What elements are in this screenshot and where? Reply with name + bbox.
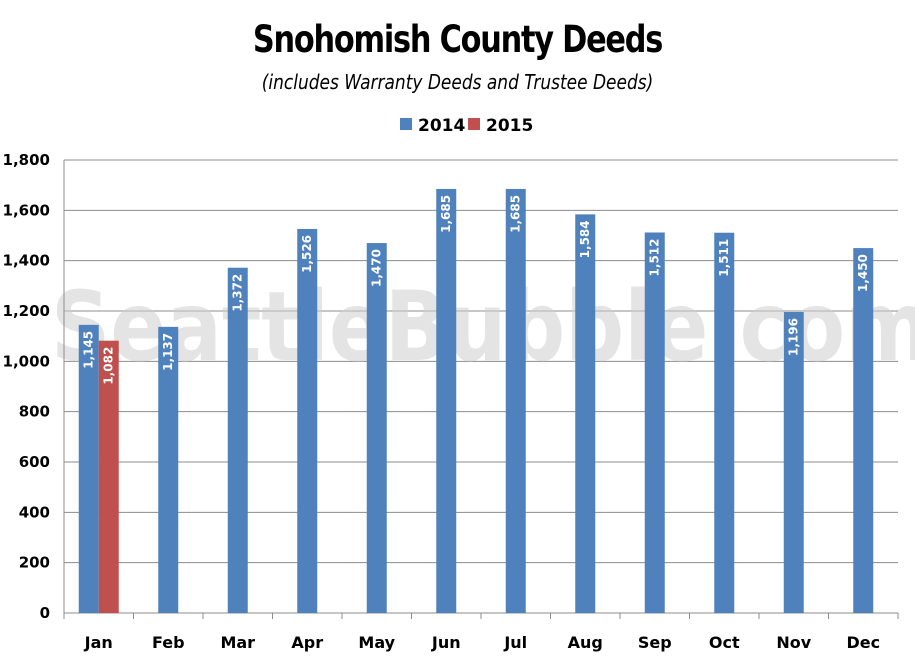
- data-label: 1,685: [509, 195, 523, 233]
- y-tick-label: 1,200: [3, 302, 50, 320]
- y-tick-label: 600: [19, 453, 50, 471]
- bar-2014-jun: [436, 188, 457, 614]
- bar-2014-nov: [783, 312, 804, 613]
- x-tick-label: May: [358, 633, 395, 652]
- bar-2014-oct: [714, 232, 735, 613]
- bar-2014-apr: [297, 228, 318, 613]
- bar-2014-jan: [78, 324, 99, 613]
- x-tick-label: Jan: [84, 633, 113, 652]
- data-label: 1,372: [231, 274, 245, 312]
- chart-subtitle: (includes Warranty Deeds and Trustee Dee…: [261, 70, 654, 94]
- bar-2015-jan: [98, 340, 119, 613]
- data-label: 1,584: [578, 220, 592, 258]
- legend-label-2014: 2014: [418, 116, 465, 136]
- y-tick-label: 400: [19, 503, 50, 521]
- watermark-text: SeattleBubble.com: [51, 271, 915, 383]
- data-label: 1,082: [102, 347, 116, 385]
- y-tick-label: 1,600: [3, 201, 50, 219]
- x-tick-label: Aug: [568, 633, 603, 652]
- x-tick-label: Sep: [638, 633, 672, 652]
- data-label: 1,137: [161, 333, 175, 371]
- legend-swatch-2014: [400, 118, 412, 130]
- x-tick-label: Nov: [776, 633, 811, 652]
- x-tick-label: Jul: [503, 633, 527, 652]
- x-tick-label: Jun: [431, 633, 461, 652]
- x-tick-label: Oct: [709, 633, 740, 652]
- chart-title: Snohomish County Deeds: [252, 18, 663, 61]
- bar-2014-feb: [158, 326, 179, 613]
- data-label: 1,450: [856, 254, 870, 292]
- data-label: 1,196: [787, 318, 801, 356]
- legend-label-2015: 2015: [486, 116, 533, 136]
- y-tick-label: 200: [19, 554, 50, 572]
- data-label: 1,526: [300, 235, 314, 273]
- bar-2014-aug: [575, 214, 596, 614]
- y-tick-label: 1,800: [3, 151, 50, 169]
- legend-swatch-2015: [468, 118, 480, 130]
- data-label: 1,685: [439, 195, 453, 233]
- data-label: 1,145: [82, 331, 96, 369]
- data-label: 1,512: [648, 238, 662, 276]
- y-tick-label: 1,400: [3, 252, 50, 270]
- bar-2014-may: [366, 243, 387, 614]
- data-label: 1,511: [717, 239, 731, 277]
- x-tick-label: Apr: [291, 633, 323, 652]
- y-tick-label: 1,000: [3, 352, 50, 370]
- data-label: 1,470: [370, 249, 384, 287]
- y-tick-label: 800: [19, 403, 50, 421]
- x-tick-label: Mar: [220, 633, 255, 652]
- x-tick-label: Dec: [846, 633, 880, 652]
- bar-2014-dec: [853, 248, 874, 614]
- bar-2014-mar: [227, 267, 248, 613]
- y-tick-label: 0: [40, 604, 50, 622]
- bar-2014-jul: [505, 188, 526, 614]
- x-tick-label: Feb: [152, 633, 185, 652]
- bar-2014-sep: [644, 232, 665, 614]
